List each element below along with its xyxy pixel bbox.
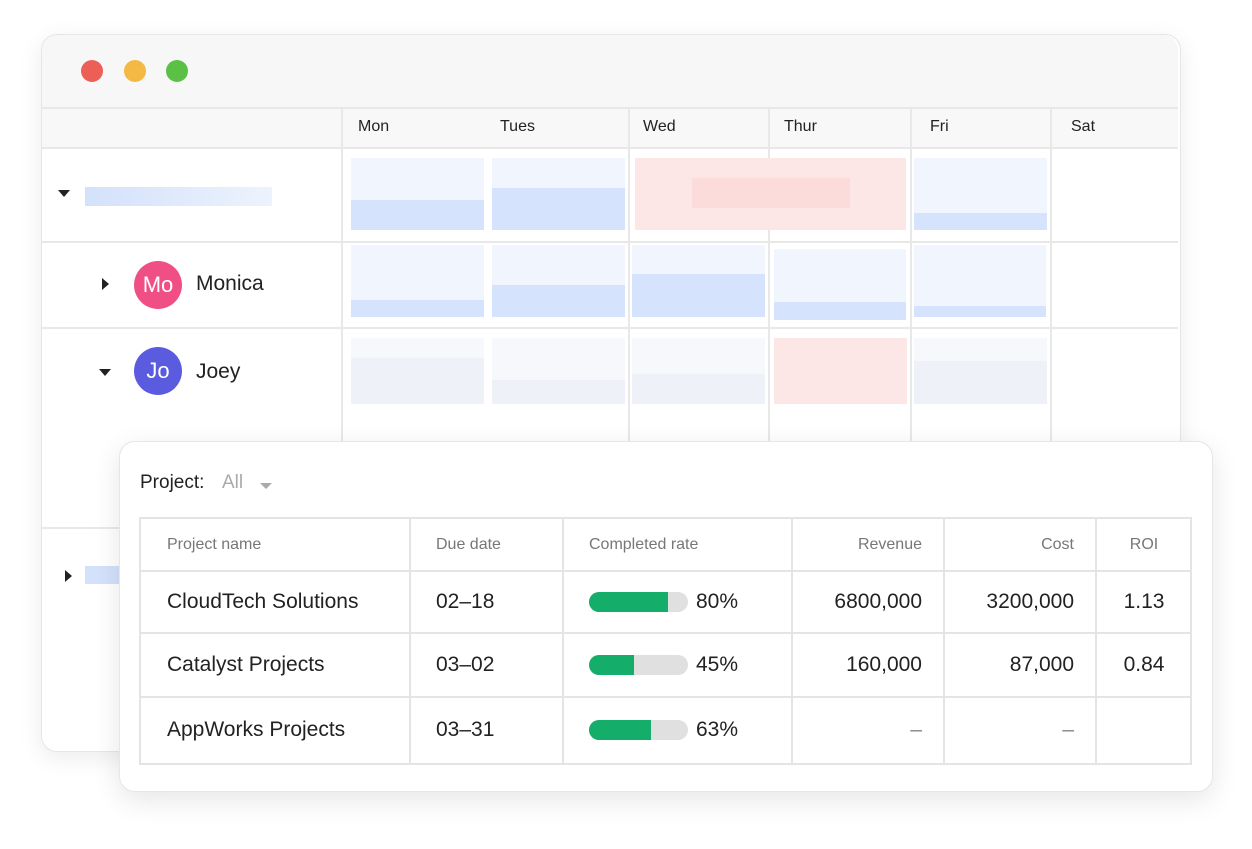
day-label: Thur: [784, 118, 817, 135]
table-cell: 160,000: [846, 653, 922, 676]
table-cell: –: [1062, 718, 1074, 741]
slot: [914, 245, 1046, 317]
divider: [42, 107, 1178, 109]
table-cell: 03–31: [436, 718, 495, 741]
person-name: Monica: [196, 272, 264, 295]
slot: [774, 249, 906, 320]
divider: [791, 519, 793, 763]
collapse-caret[interactable]: [58, 190, 70, 197]
placeholder-bar: [85, 187, 272, 206]
table-cell: 0.84: [1123, 653, 1165, 676]
progress-track: [589, 655, 688, 675]
divider: [409, 519, 411, 763]
column-header: Revenue: [857, 536, 922, 553]
table-cell: CloudTech Solutions: [167, 590, 359, 613]
progress-bar: [589, 655, 634, 675]
slot: [351, 245, 484, 317]
rate-label: 80%: [696, 590, 739, 613]
rate-cell: 63%: [563, 697, 792, 763]
slot: [492, 158, 625, 230]
divider: [910, 108, 912, 448]
divider: [562, 519, 564, 763]
column-header: ROI: [1129, 536, 1159, 553]
table-cell: 87,000: [1009, 653, 1074, 676]
project-card: Project: All Project name Due date Complet…: [119, 441, 1213, 792]
rate-label: 63%: [696, 718, 739, 741]
divider: [141, 570, 1190, 572]
day-label: Mon: [358, 118, 390, 135]
divider: [341, 108, 343, 448]
divider: [42, 527, 132, 529]
progress-bar: [589, 592, 669, 612]
column-header: Project name: [167, 536, 262, 553]
slot: [635, 158, 906, 230]
slot: [351, 338, 484, 404]
slot: [632, 338, 765, 404]
expand-caret[interactable]: [102, 278, 109, 290]
table-cell: 6800,000: [834, 590, 922, 613]
table-cell: –: [910, 718, 922, 741]
table-cell: AppWorks Projects: [167, 718, 346, 741]
avatar: Mo: [134, 261, 182, 309]
rate-label: 45%: [696, 653, 739, 676]
slot: [492, 338, 625, 404]
dropdown-caret[interactable]: [260, 483, 272, 489]
maximize-button[interactable]: [166, 60, 188, 82]
header-row: [42, 108, 1178, 148]
close-button[interactable]: [81, 60, 103, 82]
divider: [628, 108, 630, 448]
expand-caret[interactable]: [65, 570, 72, 582]
divider: [768, 108, 770, 448]
rate-cell: 45%: [563, 633, 792, 697]
progress-bar: [589, 720, 652, 740]
rate-cell: 80%: [563, 571, 792, 633]
progress-track: [589, 720, 688, 740]
progress-track: [589, 592, 688, 612]
person-name: Joey: [196, 360, 241, 383]
collapse-caret[interactable]: [99, 369, 111, 376]
avatar: Jo: [134, 347, 182, 395]
divider: [141, 632, 1190, 634]
day-label: Fri: [930, 118, 949, 135]
table-cell: 3200,000: [986, 590, 1074, 613]
day-label: Wed: [643, 118, 676, 135]
table-cell: Catalyst Projects: [167, 653, 325, 676]
slot: [632, 245, 765, 317]
title-bar: [42, 35, 1178, 108]
day-label: Sat: [1071, 118, 1096, 135]
day-label: Tues: [500, 118, 535, 135]
divider: [42, 147, 1178, 149]
divider: [42, 241, 1178, 243]
divider: [42, 327, 1178, 329]
minimize-button[interactable]: [124, 60, 146, 82]
slot: [351, 158, 484, 230]
filter-label: Project:: [140, 472, 205, 493]
divider: [141, 696, 1190, 698]
project-table: Project name Due date Completed rate Revenu…: [139, 517, 1192, 765]
divider: [943, 519, 945, 763]
divider: [1095, 519, 1097, 763]
table-cell: 02–18: [436, 590, 495, 613]
slot: [914, 338, 1047, 404]
filter-value[interactable]: All: [222, 472, 244, 493]
column-header: Completed rate: [589, 536, 699, 553]
table-cell: 03–02: [436, 653, 495, 676]
placeholder-bar: [85, 566, 119, 584]
slot: [774, 338, 907, 404]
table-cell: 1.13: [1123, 590, 1165, 613]
column-header: Due date: [436, 536, 501, 553]
divider: [1050, 108, 1052, 448]
column-header: Cost: [1041, 536, 1074, 553]
slot: [914, 158, 1047, 230]
slot: [492, 245, 625, 317]
